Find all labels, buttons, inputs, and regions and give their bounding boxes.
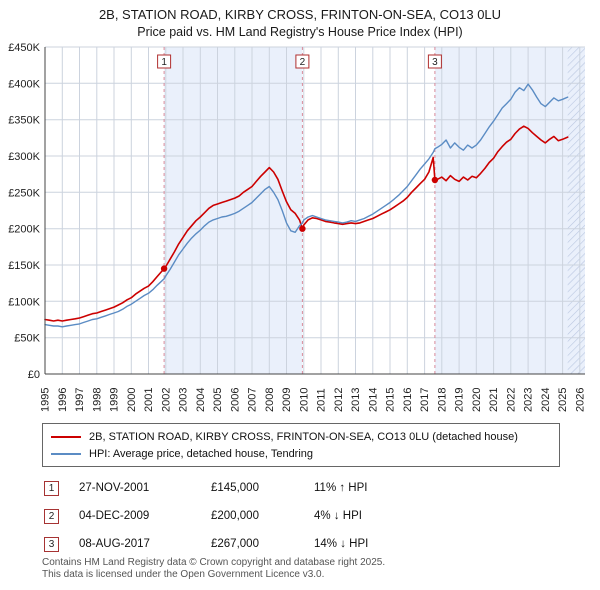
svg-text:1998: 1998: [91, 388, 103, 412]
svg-text:£450K: £450K: [8, 42, 40, 54]
event-number-badge-2: 2: [44, 508, 59, 524]
x-axis-labels: 1995 1996 1997 1998 1999 2000 2001 2002 2003 2004…: [40, 388, 587, 412]
transaction-row-1: 1 27-NOV-2001 £145,000 11% ↑ HPI: [44, 474, 564, 502]
svg-text:£250K: £250K: [8, 187, 40, 199]
transaction-price: £200,000: [211, 510, 259, 522]
svg-text:2000: 2000: [126, 388, 138, 412]
license-footer: Contains HM Land Registry data © Crown c…: [42, 557, 385, 581]
page-subtitle: Price paid vs. HM Land Registry's House …: [137, 25, 463, 39]
sale-event-labels: 1 2 3: [157, 54, 442, 69]
svg-text:2007: 2007: [247, 388, 259, 412]
svg-text:1: 1: [161, 57, 167, 68]
svg-text:2010: 2010: [298, 388, 310, 412]
event-number-badge-1: 1: [44, 480, 59, 496]
transaction-date: 08-AUG-2017: [79, 538, 150, 550]
blue-line-swatch: [51, 452, 81, 455]
svg-text:2: 2: [300, 57, 306, 68]
svg-text:2025: 2025: [557, 388, 569, 412]
transaction-price: £267,000: [211, 538, 259, 550]
svg-text:1995: 1995: [40, 388, 52, 412]
svg-text:£200K: £200K: [8, 224, 40, 236]
legend-row-property: 2B, STATION ROAD, KIRBY CROSS, FRINTON-O…: [51, 428, 551, 445]
event-number-badge-3: 3: [44, 536, 59, 552]
svg-text:2022: 2022: [505, 388, 517, 412]
legend-row-hpi: HPI: Average price, detached house, Tend…: [51, 445, 551, 462]
svg-text:£150K: £150K: [8, 260, 40, 272]
svg-text:2015: 2015: [385, 388, 397, 412]
transaction-row-3: 3 08-AUG-2017 £267,000 14% ↓ HPI: [44, 530, 564, 558]
svg-text:2012: 2012: [333, 388, 345, 412]
shaded-bands: [164, 47, 585, 374]
svg-text:2021: 2021: [488, 388, 500, 412]
transaction-hpi-delta: 14% ↓ HPI: [314, 538, 369, 550]
svg-text:£100K: £100K: [8, 296, 40, 308]
transactions-table: 1 27-NOV-2001 £145,000 11% ↑ HPI 2 04-DE…: [44, 474, 564, 558]
sale-event-lines: [163, 47, 436, 374]
svg-text:2004: 2004: [195, 388, 207, 412]
svg-text:2001: 2001: [143, 388, 155, 412]
legend-label-hpi: HPI: Average price, detached house, Tend…: [89, 447, 314, 460]
svg-text:2006: 2006: [229, 388, 241, 412]
svg-text:2019: 2019: [454, 388, 466, 412]
svg-text:2013: 2013: [350, 388, 362, 412]
transaction-date: 04-DEC-2009: [79, 510, 150, 522]
transaction-hpi-delta: 4% ↓ HPI: [314, 510, 362, 522]
footer-line-1: Contains HM Land Registry data © Crown c…: [42, 557, 386, 568]
svg-text:2023: 2023: [523, 388, 535, 412]
svg-text:2026: 2026: [574, 388, 586, 412]
svg-text:2011: 2011: [316, 388, 328, 412]
transaction-row-2: 2 04-DEC-2009 £200,000 4% ↓ HPI: [44, 502, 564, 530]
svg-text:£350K: £350K: [8, 115, 40, 127]
transaction-date: 27-NOV-2001: [79, 482, 150, 494]
svg-text:2002: 2002: [160, 388, 172, 412]
svg-text:2005: 2005: [212, 388, 224, 412]
svg-text:3: 3: [432, 57, 438, 68]
hpi-line: [44, 83, 569, 328]
footer-line-2: This data is licensed under the Open Gov…: [42, 569, 325, 580]
svg-text:2024: 2024: [540, 388, 552, 412]
price-chart-svg: 1 2 3£0£50K£100K£150K£200K£250K£300K£350K£…: [8, 42, 587, 412]
svg-text:1999: 1999: [109, 388, 121, 412]
price-paid-line: [44, 125, 569, 322]
svg-text:1996: 1996: [57, 388, 69, 412]
svg-text:£0: £0: [28, 369, 40, 381]
svg-text:2016: 2016: [402, 388, 414, 412]
svg-text:2014: 2014: [367, 388, 379, 412]
svg-text:£400K: £400K: [8, 78, 40, 90]
page-title: 2B, STATION ROAD, KIRBY CROSS, FRINTON-O…: [98, 7, 502, 22]
svg-text:£300K: £300K: [8, 151, 40, 163]
svg-text:1997: 1997: [74, 388, 86, 412]
sale-markers: [160, 176, 439, 272]
axes: [44, 47, 585, 375]
red-line-swatch: [51, 435, 81, 438]
svg-text:2008: 2008: [264, 388, 276, 412]
chart-legend: 2B, STATION ROAD, KIRBY CROSS, FRINTON-O…: [42, 423, 560, 467]
svg-text:2018: 2018: [436, 388, 448, 412]
transaction-hpi-delta: 11% ↑ HPI: [314, 482, 368, 494]
legend-label-property: 2B, STATION ROAD, KIRBY CROSS, FRINTON-O…: [89, 430, 518, 443]
chart-title-block: 2B, STATION ROAD, KIRBY CROSS, FRINTON-O…: [0, 0, 600, 39]
y-axis-labels: £0 £50K £100K £150K £200K £250K £300K £350K £400…: [8, 42, 40, 381]
svg-text:£50K: £50K: [14, 333, 40, 345]
svg-text:2017: 2017: [419, 388, 431, 412]
transaction-price: £145,000: [211, 482, 259, 494]
svg-text:2003: 2003: [178, 388, 190, 412]
svg-text:2009: 2009: [281, 388, 293, 412]
svg-text:2020: 2020: [471, 388, 483, 412]
